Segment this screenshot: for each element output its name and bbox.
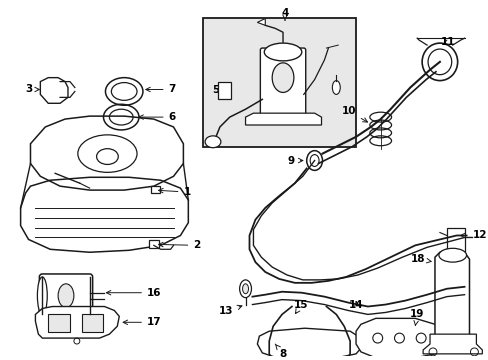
Text: 4: 4 bbox=[281, 8, 288, 20]
Text: 9: 9 bbox=[287, 156, 302, 166]
Polygon shape bbox=[245, 113, 321, 125]
Bar bbox=[150, 186, 160, 193]
Text: 8: 8 bbox=[275, 344, 286, 359]
Polygon shape bbox=[257, 328, 362, 358]
Bar bbox=[218, 82, 230, 99]
Polygon shape bbox=[35, 306, 119, 338]
Text: 10: 10 bbox=[341, 106, 367, 122]
Text: 14: 14 bbox=[348, 300, 363, 310]
Ellipse shape bbox=[272, 63, 293, 93]
Text: 2: 2 bbox=[158, 240, 200, 250]
Text: 17: 17 bbox=[123, 317, 161, 327]
Polygon shape bbox=[355, 318, 442, 358]
Polygon shape bbox=[422, 334, 481, 354]
Text: 7: 7 bbox=[145, 85, 176, 94]
Text: 18: 18 bbox=[410, 254, 430, 264]
Text: 13: 13 bbox=[219, 305, 242, 316]
FancyBboxPatch shape bbox=[39, 274, 92, 318]
Ellipse shape bbox=[332, 81, 340, 94]
Ellipse shape bbox=[239, 280, 251, 298]
Ellipse shape bbox=[58, 284, 74, 307]
Bar bbox=[48, 314, 70, 332]
Bar bbox=[446, 228, 464, 252]
Text: 6: 6 bbox=[139, 112, 176, 122]
Text: 5: 5 bbox=[212, 85, 226, 95]
Text: 11: 11 bbox=[440, 37, 454, 47]
Text: 1: 1 bbox=[158, 187, 190, 197]
Text: 19: 19 bbox=[409, 309, 424, 325]
Ellipse shape bbox=[204, 136, 221, 148]
Bar bbox=[81, 314, 103, 332]
Ellipse shape bbox=[264, 43, 301, 61]
Text: 16: 16 bbox=[106, 288, 161, 298]
FancyBboxPatch shape bbox=[203, 18, 355, 147]
Polygon shape bbox=[434, 249, 468, 344]
Text: 12: 12 bbox=[460, 230, 486, 240]
Bar bbox=[148, 240, 159, 248]
Text: 15: 15 bbox=[294, 300, 308, 314]
Ellipse shape bbox=[438, 248, 466, 262]
FancyBboxPatch shape bbox=[260, 48, 305, 121]
Ellipse shape bbox=[242, 284, 248, 294]
Ellipse shape bbox=[37, 277, 47, 314]
Polygon shape bbox=[257, 18, 264, 25]
Text: 3: 3 bbox=[25, 85, 39, 94]
